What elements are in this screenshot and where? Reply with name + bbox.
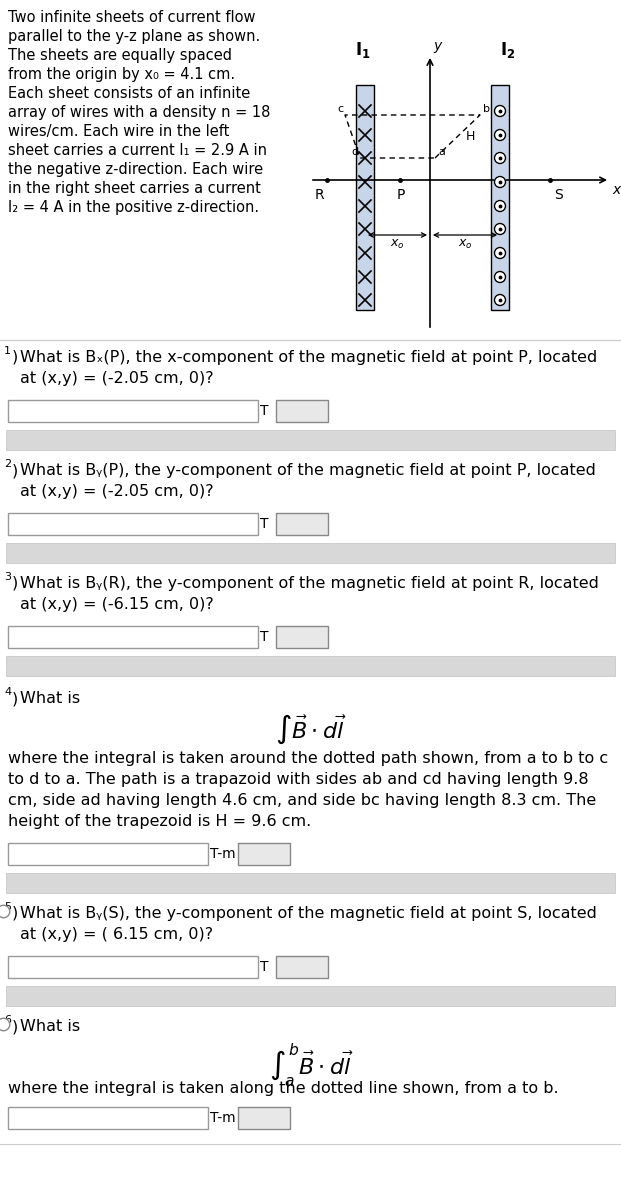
Text: What is Bₓ(P), the x-component of the magnetic field at point P, located: What is Bₓ(P), the x-component of the ma…	[20, 350, 597, 365]
Bar	[6, 430, 615, 450]
Text: b: b	[483, 104, 490, 114]
Text: What is Bᵧ(S), the y-component of the magnetic field at point S, located: What is Bᵧ(S), the y-component of the ma…	[20, 906, 597, 922]
Text: height of the trapezoid is H = 9.6 cm.: height of the trapezoid is H = 9.6 cm.	[8, 814, 311, 829]
Bar	[238, 1106, 290, 1129]
Text: What is Bᵧ(R), the y-component of the magnetic field at point R, located: What is Bᵧ(R), the y-component of the ma…	[20, 576, 599, 590]
Circle shape	[494, 176, 505, 187]
Bar	[238, 842, 290, 865]
Text: What is Bᵧ(P), the y-component of the magnetic field at point P, located: What is Bᵧ(P), the y-component of the ma…	[20, 463, 596, 478]
Bar	[276, 400, 328, 422]
Bar	[356, 85, 374, 310]
Text: T: T	[260, 630, 268, 644]
Text: $\int \vec{B} \cdot d\vec{l}$: $\int \vec{B} \cdot d\vec{l}$	[275, 713, 347, 746]
Bar	[276, 626, 328, 648]
Text: ): )	[12, 463, 18, 478]
Text: 2: 2	[4, 458, 11, 469]
Text: ): )	[12, 576, 18, 590]
Circle shape	[494, 223, 505, 234]
Text: T: T	[260, 960, 268, 974]
Text: at (x,y) = (-2.05 cm, 0)?: at (x,y) = (-2.05 cm, 0)?	[20, 371, 214, 386]
Text: What is: What is	[20, 1019, 80, 1034]
Text: where the integral is taken around the dotted path shown, from a to b to c: where the integral is taken around the d…	[8, 751, 608, 766]
Text: +: +	[596, 986, 610, 1006]
Text: Submit: Submit	[240, 847, 288, 860]
Text: T-m: T-m	[210, 1111, 235, 1126]
Text: wires/cm. Each wire in the left: wires/cm. Each wire in the left	[8, 124, 229, 139]
Circle shape	[494, 294, 505, 306]
Text: P: P	[397, 188, 405, 202]
Text: $x_o$: $x_o$	[458, 238, 473, 251]
Bar	[8, 956, 258, 978]
Bar	[8, 514, 258, 535]
Bar	[491, 85, 509, 310]
Text: +: +	[596, 431, 610, 449]
Text: 6: 6	[4, 1015, 11, 1025]
Text: T-m: T-m	[210, 847, 235, 862]
Bar	[6, 874, 615, 893]
Bar	[6, 542, 615, 563]
Text: in the right sheet carries a current: in the right sheet carries a current	[8, 181, 261, 196]
Text: I₂ = 4 A in the positive z-direction.: I₂ = 4 A in the positive z-direction.	[8, 200, 259, 215]
Text: Each sheet consists of an infinite: Each sheet consists of an infinite	[8, 86, 250, 101]
Text: S: S	[554, 188, 563, 202]
Text: to d to a. The path is a trapazoid with sides ab and cd having length 9.8: to d to a. The path is a trapazoid with …	[8, 772, 589, 787]
Circle shape	[494, 130, 505, 140]
Text: $\mathbf{I_1}$: $\mathbf{I_1}$	[355, 40, 371, 60]
Text: T: T	[260, 517, 268, 530]
Text: H: H	[466, 131, 475, 144]
Text: at (x,y) = ( 6.15 cm, 0)?: at (x,y) = ( 6.15 cm, 0)?	[20, 926, 213, 942]
Text: 1: 1	[4, 346, 11, 356]
Text: R: R	[314, 188, 324, 202]
Text: sheet carries a current I₁ = 2.9 A in: sheet carries a current I₁ = 2.9 A in	[8, 143, 267, 158]
Text: d: d	[351, 146, 358, 157]
Text: Two infinite sheets of current flow: Two infinite sheets of current flow	[8, 10, 255, 25]
Text: a: a	[438, 146, 445, 157]
Text: ): )	[12, 906, 18, 922]
Bar	[6, 986, 615, 1006]
Bar	[8, 1106, 208, 1129]
Text: 5: 5	[4, 902, 11, 912]
Bar	[8, 626, 258, 648]
Circle shape	[494, 106, 505, 116]
Text: 4: 4	[4, 686, 11, 697]
Text: x: x	[612, 182, 620, 197]
Text: at (x,y) = (-2.05 cm, 0)?: at (x,y) = (-2.05 cm, 0)?	[20, 484, 214, 499]
Text: $\mathbf{I_2}$: $\mathbf{I_2}$	[501, 40, 515, 60]
Bar	[8, 842, 208, 865]
Text: the negative z-direction. Each wire: the negative z-direction. Each wire	[8, 162, 263, 176]
Text: What is: What is	[20, 691, 80, 706]
Text: array of wires with a density n = 18: array of wires with a density n = 18	[8, 104, 270, 120]
Bar	[276, 514, 328, 535]
Text: +: +	[596, 544, 610, 562]
Text: ): )	[12, 691, 18, 706]
Text: T: T	[260, 404, 268, 418]
Text: 3: 3	[4, 572, 11, 582]
Bar	[276, 956, 328, 978]
Text: $x_o$: $x_o$	[389, 238, 404, 251]
Circle shape	[494, 152, 505, 163]
Text: ): )	[12, 350, 18, 365]
Text: ): )	[12, 1019, 18, 1034]
Text: where the integral is taken along the dotted line shown, from a to b.: where the integral is taken along the do…	[8, 1081, 559, 1096]
Text: Submit: Submit	[240, 1111, 288, 1124]
Text: +: +	[596, 658, 610, 674]
Circle shape	[494, 200, 505, 211]
Text: Submit: Submit	[278, 960, 325, 973]
Bar	[8, 400, 258, 422]
Circle shape	[494, 271, 505, 282]
Text: +: +	[596, 874, 610, 892]
Text: at (x,y) = (-6.15 cm, 0)?: at (x,y) = (-6.15 cm, 0)?	[20, 596, 214, 612]
Text: The sheets are equally spaced: The sheets are equally spaced	[8, 48, 232, 62]
Text: Submit: Submit	[278, 517, 325, 530]
Text: from the origin by x₀ = 4.1 cm.: from the origin by x₀ = 4.1 cm.	[8, 67, 235, 82]
Text: cm, side ad having length 4.6 cm, and side bc having length 8.3 cm. The: cm, side ad having length 4.6 cm, and si…	[8, 793, 596, 808]
Text: $\int_a^b \vec{B} \cdot d\vec{l}$: $\int_a^b \vec{B} \cdot d\vec{l}$	[269, 1040, 353, 1088]
Text: Submit: Submit	[278, 630, 325, 643]
Bar	[6, 656, 615, 676]
Text: Submit: Submit	[278, 404, 325, 418]
Text: parallel to the y-z plane as shown.: parallel to the y-z plane as shown.	[8, 29, 260, 44]
Text: c: c	[337, 104, 343, 114]
Text: y: y	[433, 38, 442, 53]
Circle shape	[494, 247, 505, 258]
